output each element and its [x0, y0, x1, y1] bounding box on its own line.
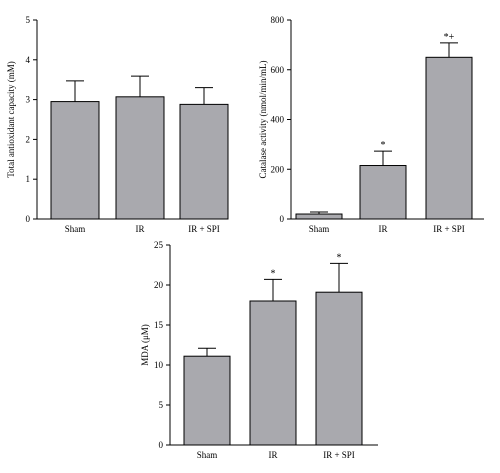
y-tick-label-1: 200 — [271, 164, 285, 174]
y-tick-label-2: 400 — [271, 115, 285, 125]
y-tick-label-3: 15 — [154, 320, 164, 330]
significance-mark-2: * — [337, 252, 342, 263]
bar-0 — [295, 213, 343, 220]
y-axis-title: Total antioxidant capacity (mM) — [6, 61, 16, 178]
bar-1 — [359, 165, 407, 220]
significance-mark-2: *+ — [444, 32, 455, 43]
y-tick-label-4: 800 — [271, 15, 285, 25]
y-tick-label-0: 0 — [26, 214, 31, 224]
y-tick-label-2: 2 — [26, 134, 31, 144]
category-label-1: IR — [379, 224, 388, 234]
y-tick-label-4: 4 — [26, 55, 31, 65]
bar-1 — [115, 96, 165, 220]
y-tick-label-3: 600 — [271, 65, 285, 75]
bar-0 — [50, 101, 100, 220]
bar-0 — [183, 355, 231, 446]
chart-total-antioxidant-capacity: Sham IR IR + SPI 0 1 2 3 4 5 Total antioxidant ca… — [6, 15, 229, 234]
bar-2 — [315, 291, 363, 446]
category-label-2: IR + SPI — [188, 224, 220, 234]
bar-2 — [425, 56, 473, 220]
category-label-0: Sham — [197, 450, 218, 460]
category-label-2: IR + SPI — [323, 450, 355, 460]
y-tick-label-2: 10 — [154, 360, 164, 370]
chart-catalase-activity: Sham * IR *+ IR + SPI 0 200 400 600 800 Catalase a… — [258, 15, 484, 234]
y-tick-label-1: 1 — [26, 174, 31, 184]
y-tick-label-5: 5 — [26, 15, 31, 25]
y-tick-label-5: 25 — [154, 240, 164, 250]
category-label-1: IR — [269, 450, 278, 460]
category-label-0: Sham — [65, 224, 86, 234]
y-tick-label-4: 20 — [154, 280, 164, 290]
y-axis-title: MDA (μM) — [140, 324, 150, 366]
category-label-0: Sham — [309, 224, 330, 234]
significance-mark-1: * — [381, 140, 386, 151]
bar-2 — [179, 103, 229, 220]
category-label-2: IR + SPI — [433, 224, 465, 234]
y-tick-label-0: 0 — [159, 440, 164, 450]
bar-1 — [249, 300, 297, 446]
y-tick-label-0: 0 — [280, 214, 285, 224]
significance-mark-1: * — [271, 268, 276, 279]
chart-mda: Sham * IR * IR + SPI 0 5 10 15 20 25 MDA (μM) — [140, 240, 378, 460]
category-label-1: IR — [136, 224, 145, 234]
y-tick-label-1: 5 — [159, 400, 164, 410]
y-axis-title: Catalase activity (nmol/min/mL) — [258, 61, 268, 179]
y-tick-label-3: 3 — [26, 95, 31, 105]
